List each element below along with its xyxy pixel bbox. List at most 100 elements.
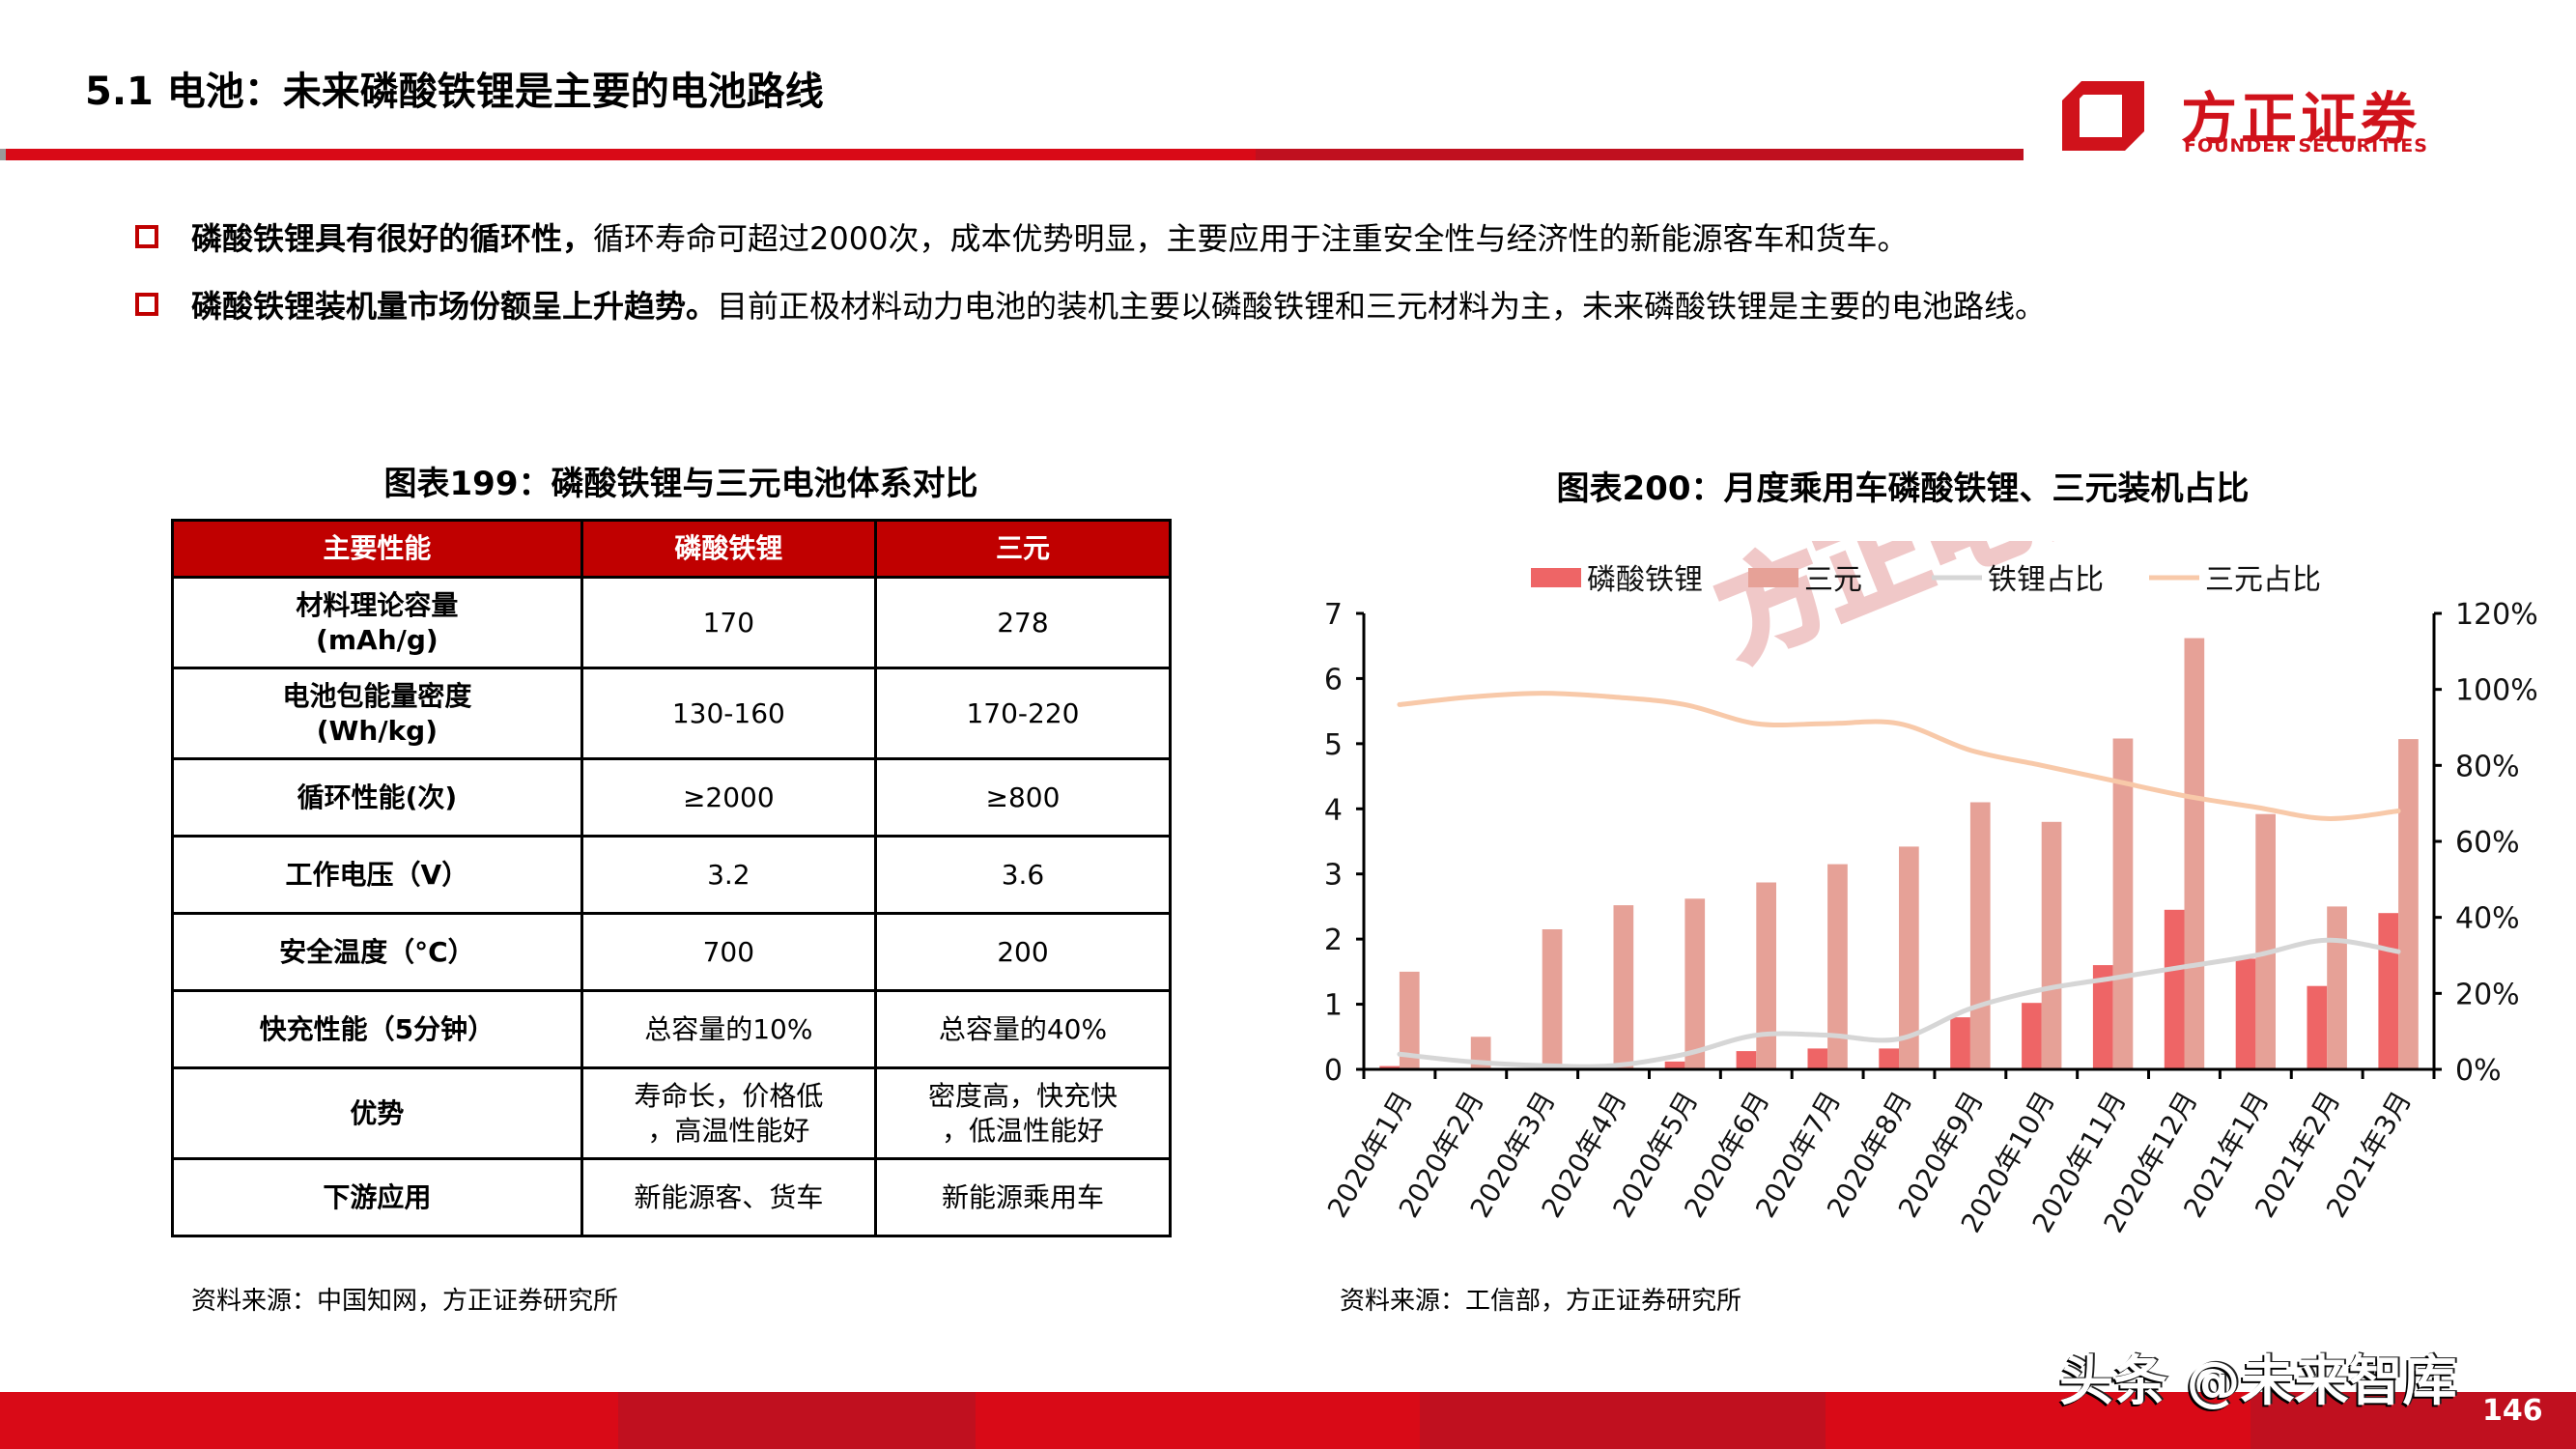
ternary-value: 170-220 bbox=[873, 667, 1173, 760]
company-logo: 方正证券 FOUNDER SECURITIES bbox=[2057, 71, 2482, 164]
ternary-value: 密度高，快充快 ，低温性能好 bbox=[873, 1066, 1173, 1160]
right-axis-tick: 60% bbox=[2455, 826, 2520, 860]
bullet-item: 磷酸铁锂装机量市场份额呈上升趋势。 目前正极材料动力电池的装机主要以磷酸铁锂和三… bbox=[135, 270, 2046, 338]
legend-label: 三元 bbox=[1804, 563, 1862, 597]
table-row: 安全温度（°C） 700 200 bbox=[171, 912, 1173, 992]
bar bbox=[2092, 965, 2113, 1069]
row-label: 工作电压（V） bbox=[171, 835, 583, 915]
right-axis-tick: 40% bbox=[2455, 902, 2520, 936]
legend-swatch-icon bbox=[1748, 568, 1798, 587]
bar-series bbox=[1379, 909, 2399, 1069]
legend-label: 磷酸铁锂 bbox=[1587, 563, 1703, 597]
right-axis-tick: 80% bbox=[2455, 750, 2520, 783]
brand-watermark: 头条 @未来智库 bbox=[2059, 1350, 2457, 1413]
bullet-list: 磷酸铁锂具有很好的循环性， 循环寿命可超过2000次，成本优势明显，主要应用于注… bbox=[135, 203, 2046, 338]
bar bbox=[1379, 1065, 1400, 1069]
ternary-value: 278 bbox=[873, 576, 1173, 669]
bar bbox=[2378, 913, 2399, 1069]
ternary-value: ≥800 bbox=[873, 757, 1173, 838]
bullet-item: 磷酸铁锂具有很好的循环性， 循环寿命可超过2000次，成本优势明显，主要应用于注… bbox=[135, 203, 2046, 270]
bar bbox=[1899, 846, 1919, 1069]
legend-label: 三元占比 bbox=[2205, 563, 2321, 597]
right-axis-tick: 100% bbox=[2455, 674, 2538, 708]
watermark-text: 方正电新 bbox=[1702, 541, 2142, 680]
header-ternary: 三元 bbox=[873, 519, 1173, 579]
bar bbox=[1950, 1017, 1970, 1069]
row-label: 材料理论容量 (mAh/g) bbox=[171, 576, 583, 669]
ternary-value: 200 bbox=[873, 912, 1173, 992]
right-axis-tick: 20% bbox=[2455, 978, 2520, 1011]
bullet-square-icon bbox=[135, 225, 158, 248]
chart-legend: 磷酸铁锂 三元 铁锂占比 三元占比 bbox=[1531, 563, 2321, 597]
bar bbox=[2184, 638, 2205, 1069]
table-title: 图表199：磷酸铁锂与三元电池体系对比 bbox=[383, 465, 978, 503]
row-label: 循环性能(次) bbox=[171, 757, 583, 838]
row-label: 快充性能（5分钟） bbox=[171, 989, 583, 1069]
logo-text-en: FOUNDER SECURITIES bbox=[2184, 135, 2428, 156]
axes bbox=[1356, 611, 2442, 1079]
page-title: 5.1 电池：未来磷酸铁锂是主要的电池路线 bbox=[85, 70, 824, 114]
bar bbox=[1684, 898, 1706, 1069]
bar bbox=[2327, 906, 2347, 1069]
right-axis-tick: 120% bbox=[2455, 598, 2538, 632]
footer-bar bbox=[0, 1392, 2576, 1449]
ternary-value: 总容量的40% bbox=[873, 989, 1173, 1069]
bar bbox=[2255, 813, 2276, 1069]
bar bbox=[2112, 738, 2134, 1069]
bullet-highlight: 磷酸铁锂装机量市场份额呈上升趋势。 bbox=[191, 288, 718, 325]
table-row: 循环性能(次) ≥2000 ≥800 bbox=[171, 757, 1173, 838]
bar bbox=[1542, 929, 1563, 1069]
table-row: 快充性能（5分钟） 总容量的10% 总容量的40% bbox=[171, 989, 1173, 1069]
chart-source: 资料来源：工信部，方正证券研究所 bbox=[1340, 1287, 1742, 1316]
bar bbox=[2164, 909, 2185, 1069]
bar bbox=[1756, 882, 1776, 1069]
chart-title: 图表200：月度乘用车磷酸铁锂、三元装机占比 bbox=[1556, 469, 2250, 508]
bullet-text: 循环寿命可超过2000次，成本优势明显，主要应用于注重安全性与经济性的新能源客车… bbox=[593, 220, 1909, 257]
lfp-value: 130-160 bbox=[580, 667, 877, 760]
bullet-highlight: 磷酸铁锂具有很好的循环性， bbox=[191, 220, 594, 257]
table-row: 材料理论容量 (mAh/g) 170 278 bbox=[171, 576, 1173, 669]
lfp-value: 总容量的10% bbox=[580, 989, 877, 1069]
header-lfp: 磷酸铁锂 bbox=[580, 519, 877, 579]
table-source: 资料来源：中国知网，方正证券研究所 bbox=[191, 1287, 619, 1316]
lfp-value: ≥2000 bbox=[580, 757, 877, 838]
left-axis-tick: 7 bbox=[1324, 598, 1343, 632]
right-axis-tick: 0% bbox=[2455, 1054, 2502, 1088]
row-label: 安全温度（°C） bbox=[171, 912, 583, 992]
legend-label: 铁锂占比 bbox=[1988, 563, 2104, 597]
left-axis-tick: 4 bbox=[1324, 793, 1343, 827]
left-axis-tick: 5 bbox=[1324, 728, 1343, 762]
page-number: 146 bbox=[2482, 1394, 2543, 1428]
lfp-value: 700 bbox=[580, 912, 877, 992]
header-performance: 主要性能 bbox=[171, 519, 583, 579]
bar bbox=[1807, 1048, 1828, 1069]
table-row: 电池包能量密度 (Wh/kg) 130-160 170-220 bbox=[171, 667, 1173, 760]
table-row: 优势 寿命长，价格低 ，高温性能好 密度高，快充快 ，低温性能好 bbox=[171, 1066, 1173, 1160]
lfp-value: 3.2 bbox=[580, 835, 877, 915]
line-series bbox=[1397, 691, 2401, 821]
left-axis-tick: 1 bbox=[1324, 989, 1343, 1023]
bar bbox=[2398, 739, 2419, 1069]
row-label: 下游应用 bbox=[171, 1157, 583, 1237]
bar bbox=[1613, 905, 1634, 1069]
bar bbox=[1827, 864, 1848, 1069]
title-divider bbox=[0, 149, 2024, 160]
line-series bbox=[1397, 937, 2401, 1069]
lfp-value: 170 bbox=[580, 576, 877, 669]
bar bbox=[1664, 1061, 1685, 1069]
bar-series bbox=[1399, 638, 2419, 1069]
logo-mark-icon bbox=[2062, 81, 2144, 151]
table-row: 下游应用 新能源客、货车 新能源乘用车 bbox=[171, 1157, 1173, 1237]
bar bbox=[1399, 971, 1420, 1069]
lfp-value: 新能源客、货车 bbox=[580, 1157, 877, 1237]
left-axis-tick: 6 bbox=[1324, 663, 1343, 696]
bar bbox=[1736, 1051, 1757, 1069]
left-axis-tick: 2 bbox=[1324, 923, 1343, 957]
table-header-row: 主要性能 磷酸铁锂 三元 bbox=[171, 519, 1173, 579]
bar bbox=[2041, 821, 2062, 1069]
table-row: 工作电压（V） 3.2 3.6 bbox=[171, 835, 1173, 915]
bullet-square-icon bbox=[135, 293, 158, 316]
bar bbox=[1879, 1048, 1899, 1069]
row-label: 电池包能量密度 (Wh/kg) bbox=[171, 667, 583, 760]
